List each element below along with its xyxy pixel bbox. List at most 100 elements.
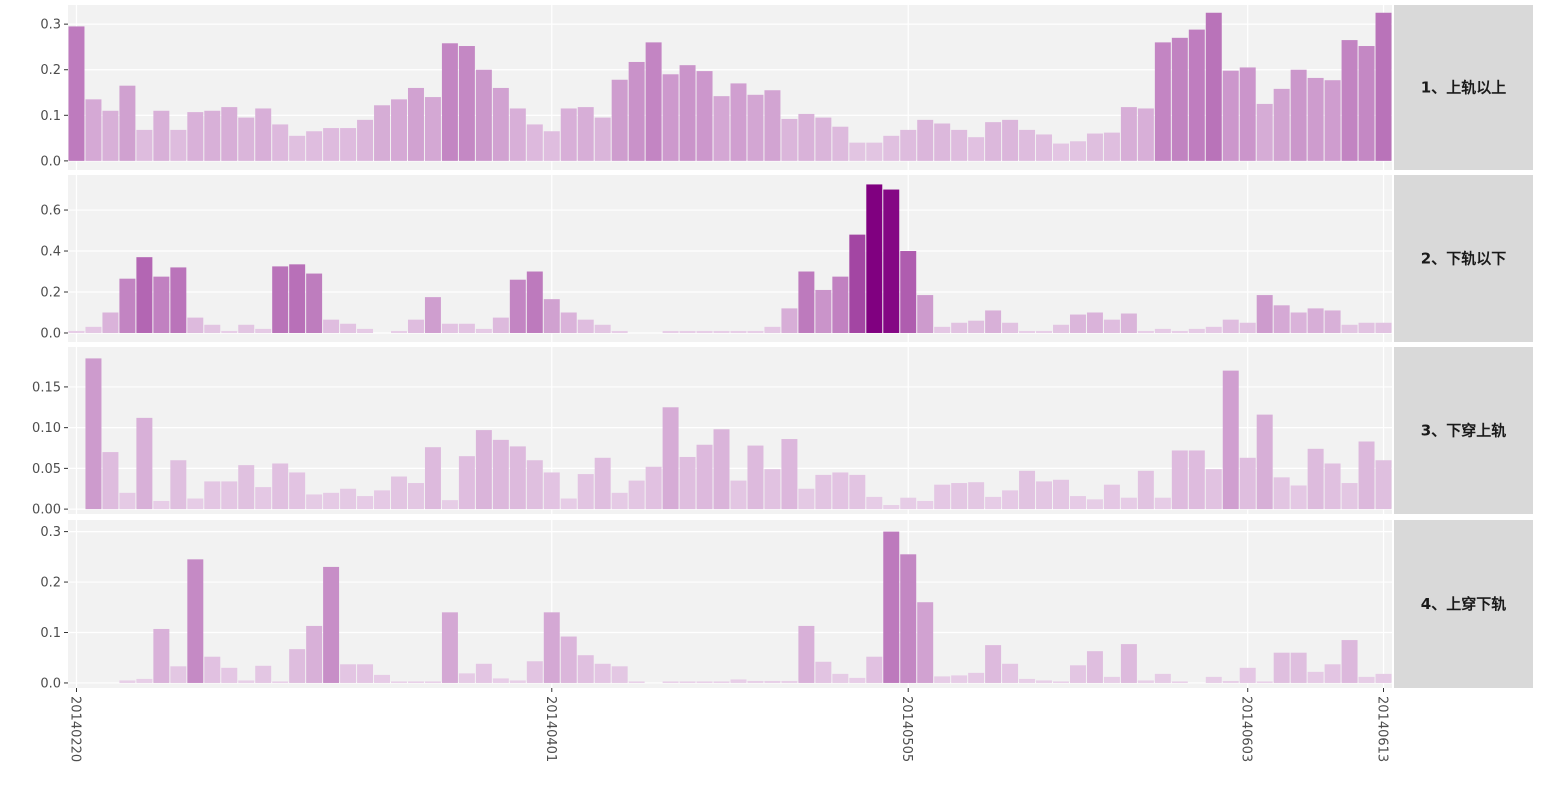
bar	[1256, 103, 1273, 161]
bar	[1154, 42, 1171, 161]
bar	[1341, 40, 1358, 161]
bar	[560, 498, 577, 510]
bar	[1324, 310, 1341, 333]
bar	[1222, 70, 1239, 161]
bar	[391, 330, 407, 333]
y-tick-label: 0.1	[40, 626, 61, 641]
y-tick-label: 0.00	[32, 503, 61, 518]
bar	[781, 308, 798, 333]
bar	[1120, 644, 1137, 683]
bar	[1307, 77, 1324, 161]
y-tick-label: 0.4	[40, 245, 61, 260]
panel-background	[68, 5, 1392, 170]
bar	[1256, 681, 1273, 683]
bar	[1086, 133, 1103, 161]
bar	[968, 672, 985, 683]
bar	[866, 142, 883, 161]
bar	[119, 85, 136, 161]
bar	[255, 665, 272, 683]
bar	[747, 94, 764, 161]
bar	[221, 481, 238, 510]
bar	[1324, 80, 1341, 161]
bar	[1069, 496, 1086, 510]
bar	[1053, 324, 1069, 333]
bar	[102, 452, 119, 510]
bar	[238, 324, 255, 333]
bar	[679, 456, 696, 510]
bar	[85, 99, 102, 161]
bar	[679, 681, 696, 683]
bar	[611, 79, 628, 161]
bar	[1019, 129, 1036, 161]
bar	[934, 123, 951, 161]
bar	[1188, 29, 1205, 161]
bar	[204, 324, 221, 333]
bar	[306, 273, 323, 333]
bar	[1154, 328, 1171, 333]
strip-background	[1394, 520, 1533, 688]
x-tick-label: 20140505	[899, 696, 914, 762]
bar	[1375, 460, 1392, 510]
bar	[543, 472, 560, 510]
bar	[289, 649, 306, 683]
bar	[492, 439, 509, 510]
bar	[1273, 652, 1290, 683]
bar	[713, 429, 730, 510]
bar	[1222, 680, 1239, 683]
bar	[340, 488, 357, 510]
bar	[611, 330, 628, 333]
bar	[85, 358, 102, 510]
bar	[1019, 330, 1036, 333]
panel-background	[68, 175, 1392, 342]
bar	[577, 655, 594, 683]
bar	[696, 330, 713, 333]
bar	[968, 320, 985, 333]
strip-background	[1394, 175, 1533, 342]
bar	[1205, 676, 1222, 683]
bar	[1256, 414, 1273, 510]
bar	[951, 129, 968, 161]
bar	[340, 664, 357, 683]
bar	[441, 612, 458, 683]
bar	[713, 96, 730, 161]
bar	[509, 108, 526, 161]
bar	[781, 680, 798, 683]
strip-background	[1394, 5, 1533, 170]
bar	[1205, 326, 1222, 333]
bar	[170, 666, 187, 683]
bar	[441, 500, 458, 510]
bar	[204, 656, 221, 683]
bar	[883, 505, 900, 510]
bar	[119, 492, 136, 510]
bar	[985, 122, 1002, 161]
bar	[1290, 312, 1307, 333]
bar	[509, 446, 526, 510]
y-tick-label: 0.2	[40, 63, 61, 78]
bar	[458, 323, 475, 333]
bar	[1103, 484, 1120, 510]
bar	[458, 46, 475, 161]
bar	[323, 128, 340, 161]
bar	[1358, 322, 1375, 333]
bar	[1239, 322, 1256, 333]
bar	[1137, 108, 1154, 161]
bar	[238, 465, 255, 510]
bar	[883, 189, 900, 333]
bar	[968, 482, 985, 510]
bar	[374, 674, 391, 683]
bar	[221, 107, 238, 161]
bar	[866, 184, 883, 333]
bar	[441, 323, 458, 333]
y-tick-label: 0.0	[40, 676, 61, 691]
bar	[1171, 37, 1188, 161]
bar	[1188, 450, 1205, 510]
bar	[747, 445, 764, 510]
strip-background	[1394, 347, 1533, 514]
bar	[832, 673, 849, 683]
bar	[306, 131, 323, 161]
bar	[1154, 673, 1171, 683]
bar	[645, 42, 662, 161]
bar	[594, 324, 611, 333]
bar	[340, 323, 357, 333]
bar	[424, 297, 441, 333]
